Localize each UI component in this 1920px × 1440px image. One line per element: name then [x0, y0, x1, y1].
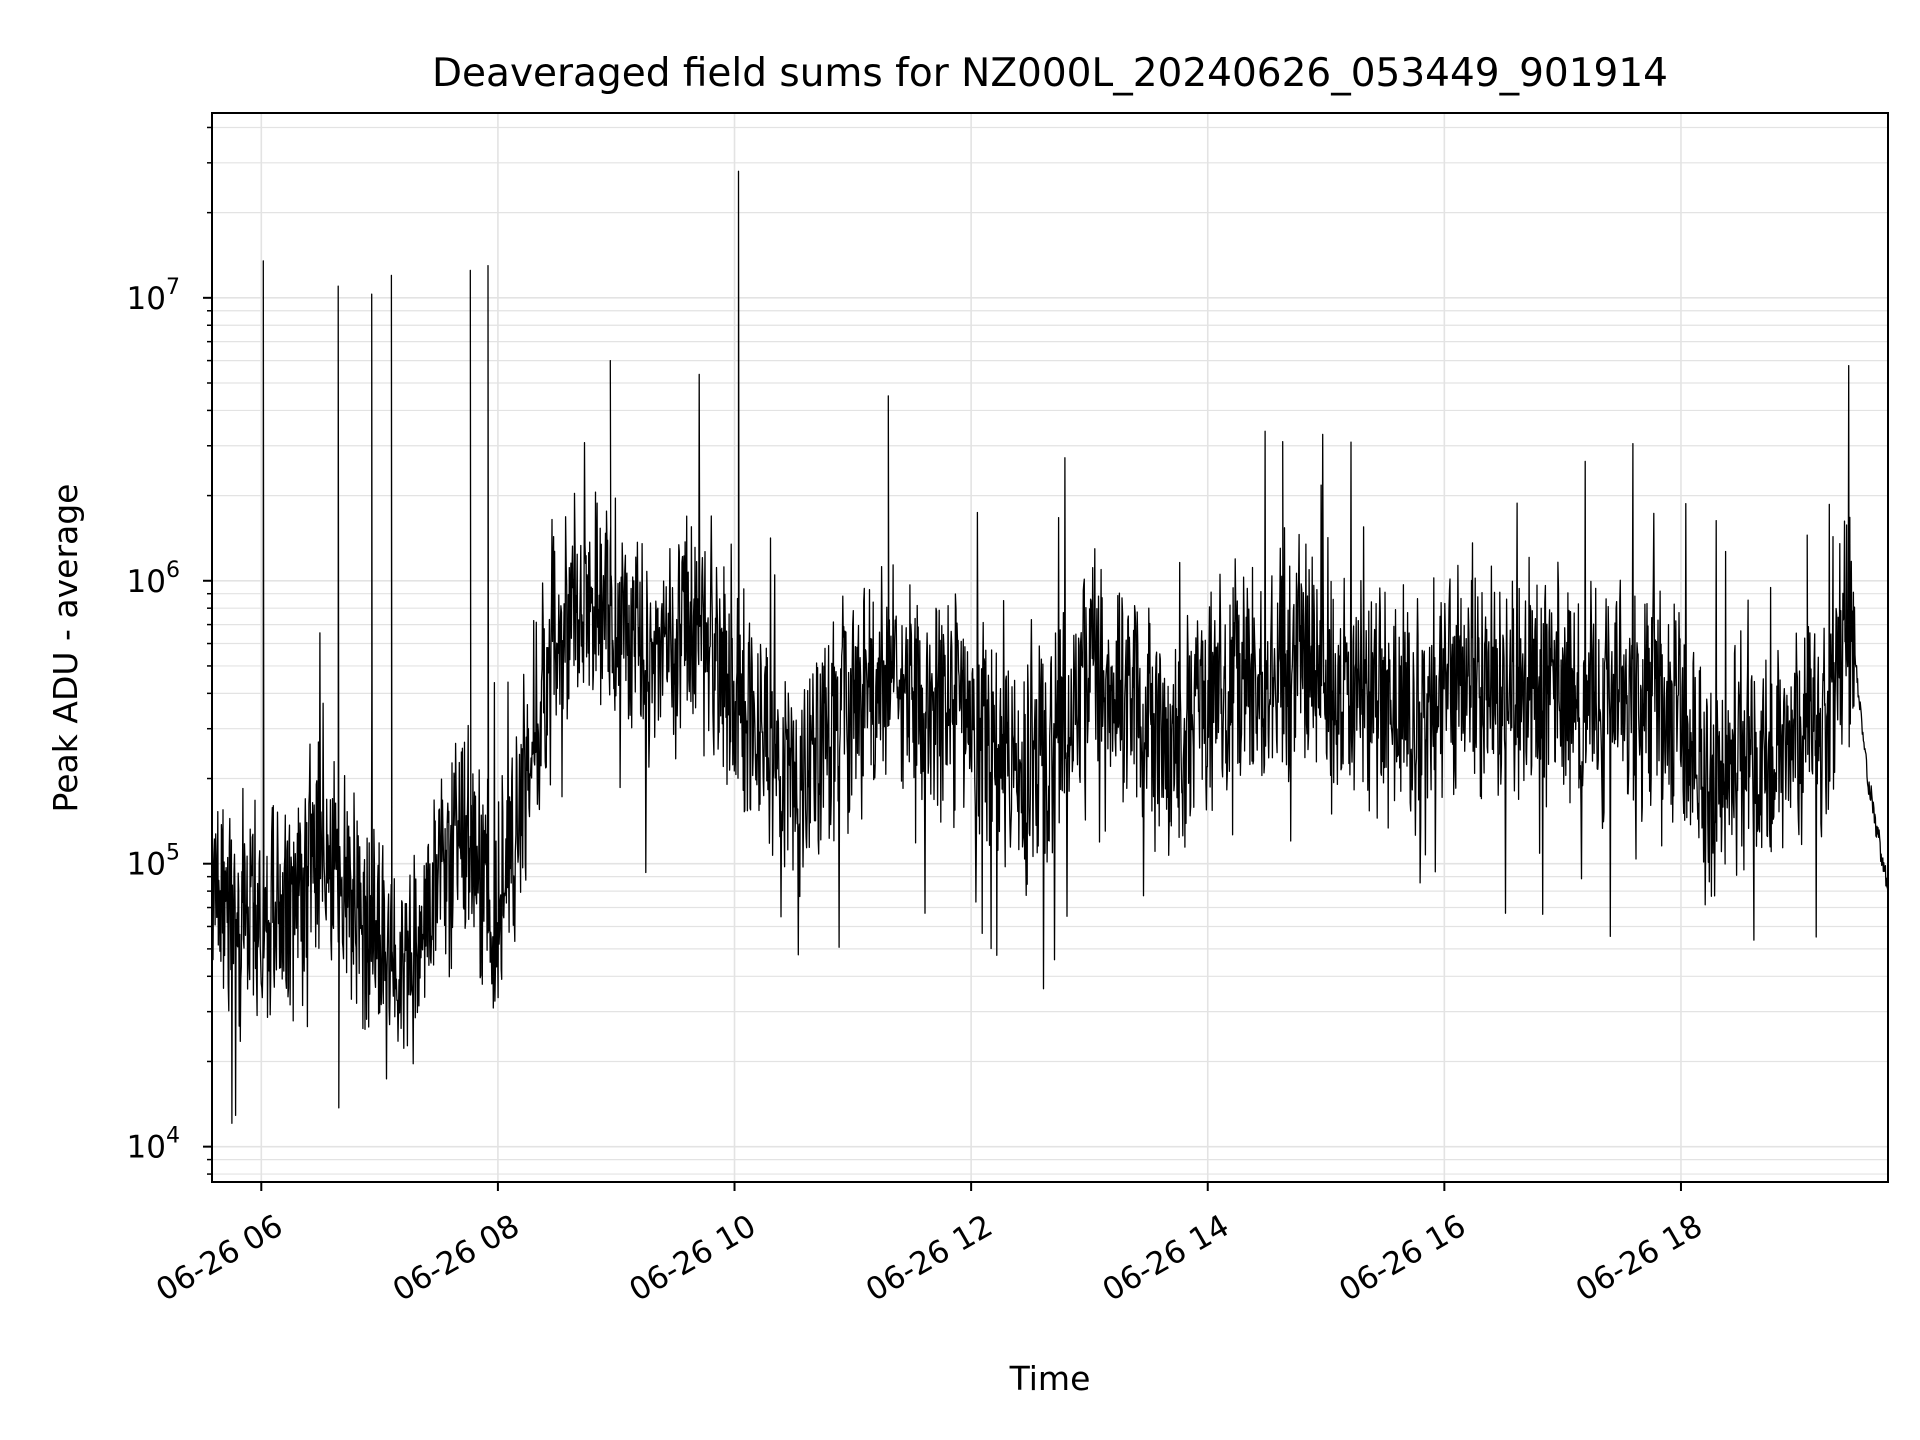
series: [211, 170, 1889, 1124]
chart-title: Deaveraged field sums for NZ000L_2024062…: [432, 51, 1668, 96]
y-tick-label: 107: [127, 275, 180, 317]
x-axis-label: Time: [1009, 1359, 1091, 1398]
y-tick-label: 104: [127, 1124, 180, 1166]
series-line: [211, 170, 1889, 1124]
y-tick-label: 106: [127, 558, 180, 600]
plot-frame: [211, 112, 1889, 1183]
y-axis: 104 105 106 107: [127, 126, 212, 1175]
y-axis-label: Peak ADU - average: [46, 484, 85, 813]
grid: [212, 113, 1888, 1182]
y-tick-label: 105: [127, 841, 180, 883]
